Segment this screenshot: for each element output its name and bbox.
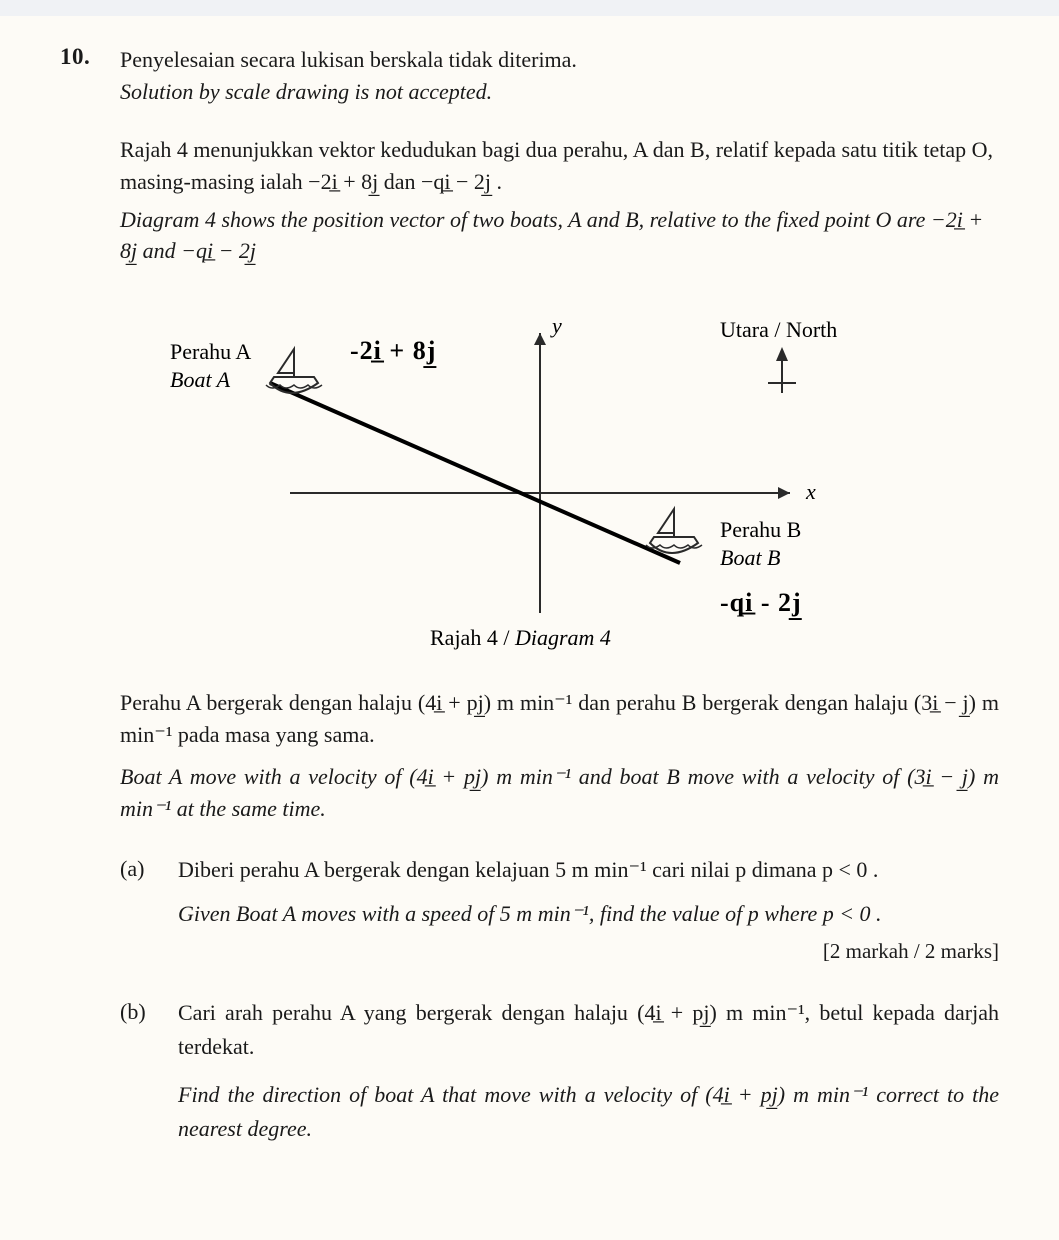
instruction-ms: Penyelesaian secara lukisan berskala tid… bbox=[120, 44, 999, 76]
part-a-label: (a) bbox=[120, 853, 156, 968]
paragraph-1-ms: Rajah 4 menunjukkan vektor kedudukan bag… bbox=[120, 134, 999, 198]
question-number: 10. bbox=[60, 44, 94, 70]
part-b-ms: Cari arah perahu A yang bergerak dengan … bbox=[178, 996, 999, 1064]
part-a-marks: [2 markah / 2 marks] bbox=[178, 935, 999, 968]
x-arrowhead bbox=[778, 487, 790, 499]
x-axis-label: x bbox=[805, 479, 816, 504]
vector-a-annotation: -2i̲ + 8j̲ bbox=[350, 336, 437, 367]
line-ab bbox=[270, 383, 680, 563]
vector-b-annotation: -qi̲ - 2j̲ bbox=[720, 588, 802, 619]
question-row: 10. Penyelesaian secara lukisan berskala… bbox=[60, 44, 999, 1146]
boat-b-label-en: Boat B bbox=[720, 545, 781, 570]
paragraph-1-en: Diagram 4 shows the position vector of t… bbox=[120, 204, 999, 268]
boat-b-label-ms: Perahu B bbox=[720, 517, 801, 542]
instruction-en: Solution by scale drawing is not accepte… bbox=[120, 76, 999, 108]
y-arrowhead bbox=[534, 333, 546, 345]
paragraph-2-en: Boat A move with a velocity of (4i̲ + pj… bbox=[120, 761, 999, 825]
boat-a-icon bbox=[266, 349, 322, 393]
part-a: (a) Diberi perahu A bergerak dengan kela… bbox=[120, 853, 999, 968]
north-label: Utara / North bbox=[720, 317, 837, 342]
question-body: Penyelesaian secara lukisan berskala tid… bbox=[120, 44, 999, 1146]
diagram-4: y x Perahu A Boat A -2i̲ + 8j̲ bbox=[160, 293, 960, 653]
paragraph-2-ms: Perahu A bergerak dengan halaju (4i̲ + p… bbox=[120, 687, 999, 751]
part-b-en: Find the direction of boat A that move w… bbox=[178, 1078, 999, 1146]
part-b-label: (b) bbox=[120, 996, 156, 1146]
part-a-en: Given Boat A moves with a speed of 5 m m… bbox=[178, 897, 999, 931]
y-axis-label: y bbox=[550, 313, 562, 338]
boat-b-icon bbox=[646, 509, 702, 553]
boat-a-label-en: Boat A bbox=[170, 367, 231, 392]
boat-a-label-ms: Perahu A bbox=[170, 339, 251, 364]
diagram-caption: Rajah 4 / Diagram 4 bbox=[430, 625, 611, 650]
part-a-ms: Diberi perahu A bergerak dengan kelajuan… bbox=[178, 853, 999, 887]
diagram-svg: y x Perahu A Boat A -2i̲ + 8j̲ bbox=[160, 293, 960, 653]
north-arrowhead bbox=[776, 347, 788, 361]
part-b: (b) Cari arah perahu A yang bergerak den… bbox=[120, 996, 999, 1146]
exam-page: 10. Penyelesaian secara lukisan berskala… bbox=[0, 0, 1059, 1240]
